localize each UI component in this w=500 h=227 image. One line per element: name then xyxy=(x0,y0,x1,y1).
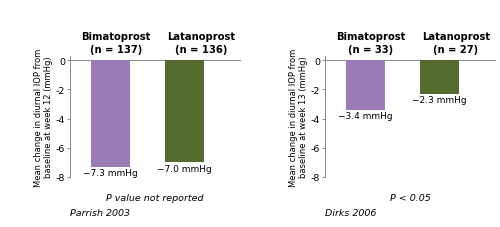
Y-axis label: Mean change in diurnal IOP from
baseline at week 13 (mmHg): Mean change in diurnal IOP from baseline… xyxy=(288,48,308,186)
Text: Dirks 2006: Dirks 2006 xyxy=(325,208,376,217)
Text: Latanoprost
(n = 136): Latanoprost (n = 136) xyxy=(167,32,235,54)
Bar xyxy=(92,61,130,167)
Text: Bimatoprost
(n = 33): Bimatoprost (n = 33) xyxy=(336,32,406,54)
Text: Latanoprost
(n = 27): Latanoprost (n = 27) xyxy=(422,32,490,54)
Text: −2.3 mmHg: −2.3 mmHg xyxy=(412,96,467,105)
Text: P < 0.05: P < 0.05 xyxy=(390,193,430,202)
Bar xyxy=(420,61,459,94)
Text: Bimatoprost
(n = 137): Bimatoprost (n = 137) xyxy=(81,32,150,54)
Bar xyxy=(166,61,204,163)
Text: P value not reported: P value not reported xyxy=(106,193,204,202)
Text: −3.4 mmHg: −3.4 mmHg xyxy=(338,112,393,121)
Text: −7.3 mmHg: −7.3 mmHg xyxy=(84,168,138,177)
Text: Parrish 2003: Parrish 2003 xyxy=(70,208,130,217)
Bar xyxy=(346,61,385,110)
Y-axis label: Mean change in diurnal IOP from
baseline at week 12 (mmHg): Mean change in diurnal IOP from baseline… xyxy=(34,48,53,186)
Text: −7.0 mmHg: −7.0 mmHg xyxy=(157,164,212,173)
